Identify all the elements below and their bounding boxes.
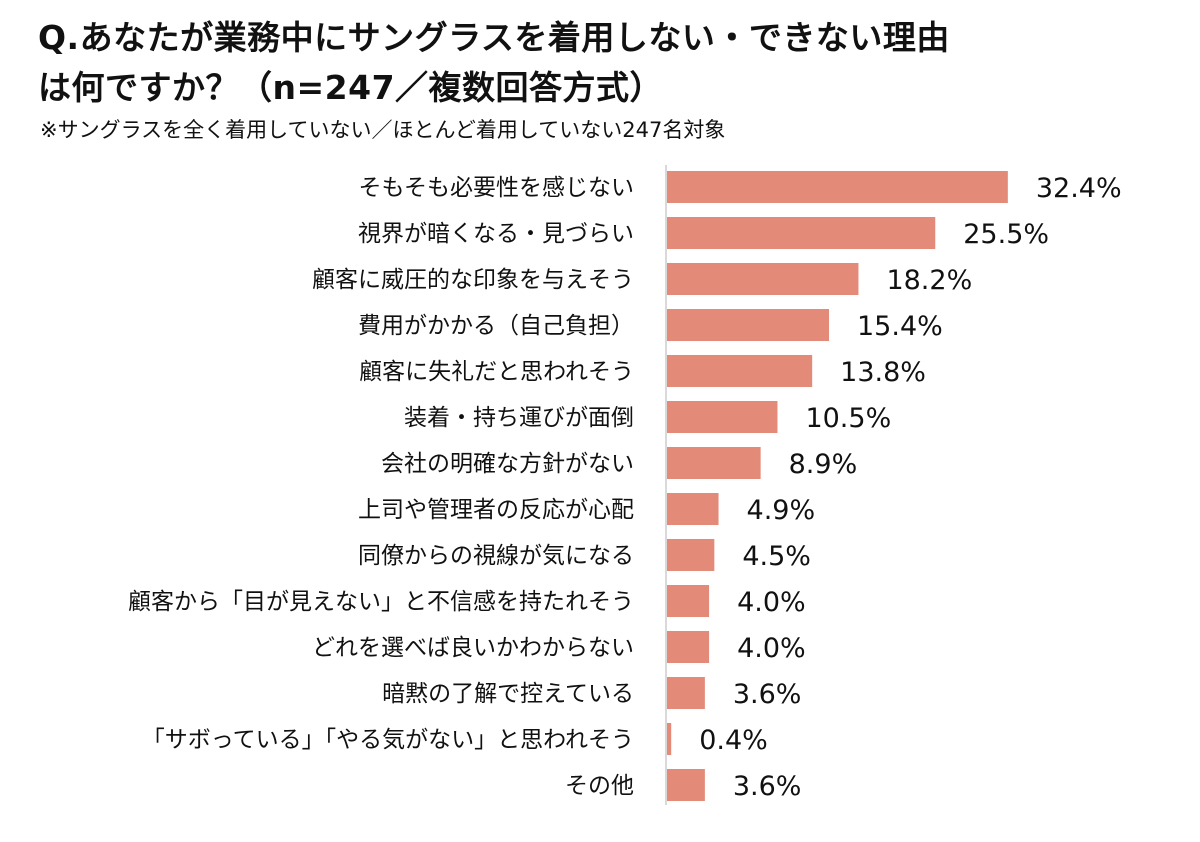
bar (667, 677, 705, 709)
data-label: 18.2% (886, 265, 972, 296)
category-label: 会社の明確な方針がない (381, 451, 634, 477)
category-label: 上司や管理者の反応が心配 (358, 497, 634, 523)
bar (667, 217, 936, 249)
data-label: 4.0% (737, 633, 806, 664)
data-label: 10.5% (805, 403, 891, 434)
bar (667, 401, 778, 433)
bar (667, 493, 719, 525)
bar (667, 539, 715, 571)
category-label: どれを選べば良いかわからない (312, 635, 634, 661)
data-label: 4.0% (737, 587, 806, 618)
data-label: 4.5% (742, 541, 811, 572)
category-label: 「サボっている」「やる気がない」と思われそう (142, 727, 634, 753)
category-label: そもそも必要性を感じない (358, 175, 634, 201)
bar (667, 769, 705, 801)
bar (667, 355, 813, 387)
data-label: 8.9% (789, 449, 858, 480)
bar (667, 585, 710, 617)
chart-subtitle: ※サングラスを全く着用していない／ほとんど着用していない247名対象 (40, 118, 726, 142)
category-label: 費用がかかる（自己負担） (358, 313, 634, 339)
chart-title-line-1: Q.あなたが業務中にサングラスを着用しない・できない理由 (38, 18, 950, 57)
data-label: 32.4% (1036, 173, 1122, 204)
category-label: 顧客に失礼だと思われそう (359, 359, 634, 385)
data-label: 15.4% (857, 311, 943, 342)
category-label: 顧客に威圧的な印象を与えそう (312, 267, 634, 293)
data-label: 3.6% (733, 771, 802, 802)
bar (667, 447, 761, 479)
bar (667, 171, 1008, 203)
bar (667, 309, 830, 341)
bar (667, 723, 672, 755)
bar (667, 631, 710, 663)
category-label: 装着・持ち運びが面倒 (404, 405, 634, 431)
category-label: 視界が暗くなる・見づらい (358, 221, 634, 247)
data-label: 13.8% (840, 357, 926, 388)
data-label: 0.4% (699, 725, 768, 756)
chart-title-line-2: は何ですか？（n=247／複数回答方式） (38, 68, 664, 107)
data-label: 3.6% (733, 679, 802, 710)
category-label: 暗黙の了解で控えている (382, 681, 634, 707)
category-label: 顧客から「目が見えない」と不信感を持たれそう (128, 589, 634, 615)
bar (667, 263, 859, 295)
category-label: その他 (565, 773, 634, 799)
data-label: 25.5% (963, 219, 1049, 250)
data-label: 4.9% (747, 495, 816, 526)
category-label: 同僚からの視線が気になる (358, 543, 634, 569)
